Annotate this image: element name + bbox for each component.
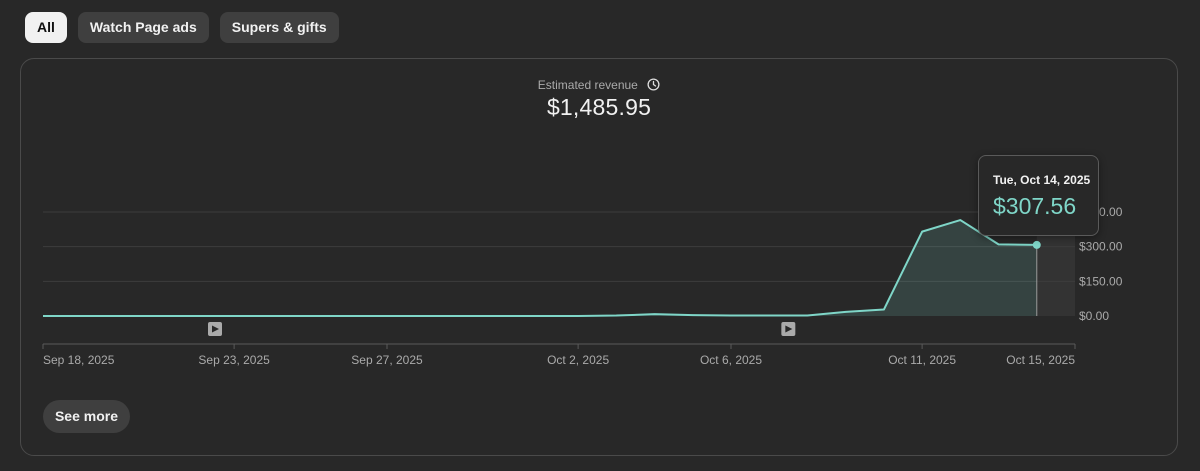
x-tick-label: Sep 18, 2025 <box>43 353 115 367</box>
metric-value: $1,485.95 <box>546 94 652 120</box>
metric-label: Estimated revenue <box>537 77 638 92</box>
x-tick-label: Oct 11, 2025 <box>888 353 956 367</box>
filter-chips: All Watch Page ads Supers & gifts <box>25 12 339 43</box>
chip-all[interactable]: All <box>25 12 67 43</box>
y-tick-label: $300.00 <box>1079 240 1123 254</box>
y-tick-label: $150.00 <box>1079 274 1123 288</box>
x-tick-label: Oct 6, 2025 <box>700 353 762 367</box>
y-tick-label: $0.00 <box>1079 309 1109 323</box>
x-tick-label: Oct 2, 2025 <box>547 353 609 367</box>
metric-header: Estimated revenue <box>21 77 1177 92</box>
tooltip-value: $307.56 <box>993 193 1077 219</box>
chip-supers-and-gifts[interactable]: Supers & gifts <box>219 12 339 43</box>
x-tick-label: Oct 15, 2025 <box>1006 353 1075 367</box>
see-more-button[interactable]: See more <box>43 400 130 433</box>
series-area <box>43 220 1037 316</box>
x-tick-label: Sep 27, 2025 <box>351 353 423 367</box>
revenue-card: Estimated revenue $1,485.95 $0.00 $150.00… <box>20 58 1178 456</box>
clock-icon[interactable] <box>647 78 660 91</box>
play-icon <box>212 325 219 333</box>
highlighted-point[interactable] <box>1032 240 1041 249</box>
play-icon <box>785 325 793 333</box>
chart-tooltip: Tue, Oct 14, 2025 $307.56 <box>978 155 1099 236</box>
tooltip-date: Tue, Oct 14, 2025 <box>993 173 1091 187</box>
series-line <box>43 219 1037 317</box>
chip-watch-page-ads[interactable]: Watch Page ads <box>77 12 209 43</box>
x-tick-label: Sep 23, 2025 <box>198 353 270 367</box>
